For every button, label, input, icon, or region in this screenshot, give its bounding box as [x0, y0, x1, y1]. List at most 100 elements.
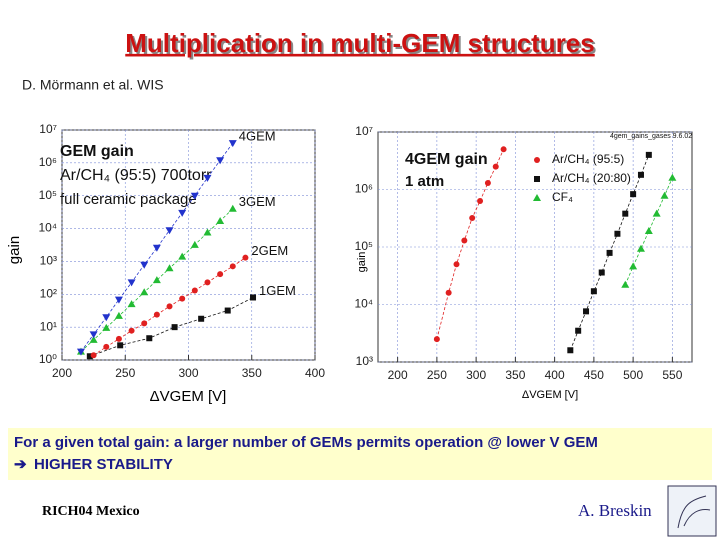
y-tick-label: 10³	[40, 254, 57, 268]
marker	[583, 308, 590, 315]
marker	[178, 252, 187, 260]
marker	[191, 287, 198, 294]
marker	[598, 269, 605, 276]
marker	[614, 230, 621, 237]
x-axis-label: ΔVGEM [V]	[522, 389, 578, 401]
marker	[484, 179, 491, 186]
series-label: 3GEM	[239, 194, 276, 209]
title-shadow: Multiplication in multi-GEM structures	[127, 30, 596, 60]
marker	[203, 174, 212, 182]
y-tick-label: 10⁶	[355, 182, 373, 196]
marker	[140, 261, 149, 269]
marker	[461, 237, 468, 244]
x-tick-label: 250	[115, 366, 135, 380]
marker	[217, 271, 224, 278]
y-axis-label: gain	[6, 236, 23, 264]
marker	[224, 307, 231, 314]
marker	[166, 303, 173, 310]
y-tick-label: 10⁰	[39, 352, 57, 366]
x-tick-label: 500	[623, 368, 643, 382]
marker	[492, 163, 499, 170]
marker	[453, 261, 460, 268]
y-tick-label: 10⁷	[355, 124, 373, 138]
marker	[590, 288, 597, 295]
caption-box	[8, 428, 712, 480]
annotation: GEM gain	[60, 143, 134, 160]
x-tick-label: 550	[662, 368, 682, 382]
legend-label: Ar/CH₄ (95:5)	[552, 152, 624, 166]
y-axis-label: gain	[356, 252, 368, 273]
marker	[500, 146, 507, 153]
y-tick-label: 10⁵	[355, 239, 373, 253]
marker	[228, 204, 237, 212]
marker	[102, 323, 111, 331]
series-label: 4GEM	[239, 129, 276, 144]
series-label: 1GEM	[259, 283, 296, 298]
marker	[114, 296, 123, 304]
plot-area	[61, 129, 316, 361]
x-axis-label: ΔVGEM [V]	[150, 388, 227, 405]
marker	[636, 244, 645, 252]
marker	[141, 320, 148, 327]
annotation: Ar/CH₄ (95:5) 700torr	[60, 167, 212, 184]
y-tick-label: 10⁵	[39, 188, 57, 202]
legend-marker	[533, 194, 541, 201]
marker	[178, 209, 187, 217]
y-tick-label: 10⁴	[38, 221, 57, 235]
y-tick-label: 10⁷	[39, 122, 57, 136]
marker	[117, 342, 124, 349]
author: D. Mörmann et al. WIS	[22, 77, 164, 93]
marker	[165, 264, 174, 272]
annotation: 4gem_gains_gases 9.6.02	[610, 133, 692, 140]
marker	[146, 335, 153, 342]
slide-title: Multiplication in multi-GEM structures	[125, 28, 594, 58]
x-tick-label: 200	[52, 366, 72, 380]
y-tick-label: 10⁶	[39, 155, 57, 169]
marker	[668, 173, 677, 181]
marker	[250, 294, 257, 301]
series-label: 2GEM	[251, 243, 288, 258]
marker	[179, 295, 186, 302]
marker	[114, 311, 123, 319]
x-tick-label: 350	[505, 368, 525, 382]
marker	[567, 347, 574, 354]
marker	[140, 288, 149, 296]
x-tick-label: 300	[466, 368, 486, 382]
marker	[103, 343, 110, 350]
marker	[115, 335, 122, 342]
marker	[645, 151, 652, 158]
marker	[76, 348, 85, 356]
legend-label: CF₄	[552, 190, 573, 204]
marker	[127, 300, 136, 308]
marker	[89, 335, 98, 343]
marker	[127, 279, 136, 287]
marker	[637, 171, 644, 178]
y-tick-label: 10⁴	[354, 297, 373, 311]
x-tick-label: 300	[178, 366, 198, 380]
y-tick-label: 10³	[356, 354, 373, 368]
marker	[575, 327, 582, 334]
marker	[171, 324, 178, 331]
marker	[644, 226, 653, 234]
legend-marker	[534, 176, 540, 182]
marker	[102, 314, 111, 322]
marker	[90, 352, 97, 359]
marker	[660, 191, 669, 199]
marker	[152, 276, 161, 284]
arrow-icon: ➔	[14, 456, 27, 473]
marker	[652, 209, 661, 217]
annotation: 1 atm	[405, 173, 444, 190]
footer-right: A. Breskin	[578, 501, 652, 520]
y-tick-label: 10²	[40, 286, 57, 300]
marker	[86, 353, 93, 360]
marker	[630, 191, 637, 198]
marker	[621, 280, 630, 288]
marker	[190, 240, 199, 248]
fit-line	[569, 154, 650, 351]
caption: For a given total gain: a larger number …	[14, 434, 598, 451]
marker	[198, 315, 205, 322]
marker	[152, 244, 161, 252]
marker	[433, 336, 440, 343]
marker	[128, 327, 135, 334]
